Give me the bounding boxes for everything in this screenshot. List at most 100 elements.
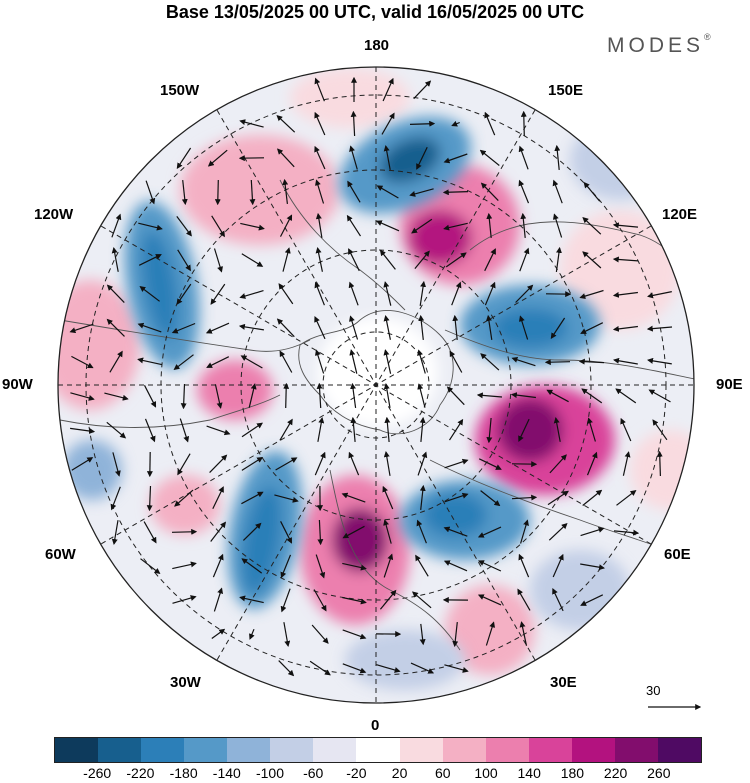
wind-vector: [552, 179, 563, 204]
wind-vector: [581, 388, 603, 404]
wind-vector: [144, 418, 156, 443]
lon-label-90w: 90W: [2, 376, 33, 393]
wind-vector: [211, 628, 226, 639]
wind-vector: [484, 111, 496, 136]
wind-vector: [239, 595, 264, 604]
wind-vector: [206, 356, 230, 368]
wind-vector: [416, 519, 427, 544]
wind-vector: [580, 526, 605, 537]
wind-vector: [419, 416, 426, 442]
wind-vector: [612, 222, 639, 229]
reference-vector-label: 30: [646, 683, 661, 698]
wind-vector: [410, 662, 435, 674]
wind-vector: [280, 521, 292, 544]
wind-vector: [416, 146, 428, 170]
wind-vector: [383, 553, 394, 578]
wind-vector: [177, 453, 191, 476]
colorbar-swatch: [98, 738, 142, 762]
wind-vector: [172, 595, 197, 604]
wind-vector: [145, 180, 156, 205]
wind-vector: [342, 525, 365, 539]
lon-label-120w: 120W: [34, 206, 74, 223]
wind-vector: [106, 318, 125, 337]
wind-vector: [444, 664, 469, 673]
wind-vector: [173, 354, 194, 371]
wind-vector: [143, 521, 157, 544]
anomaly-negative: [345, 630, 465, 690]
wind-vector: [383, 451, 391, 476]
wind-vector: [279, 350, 293, 373]
wind-vector: [612, 325, 638, 332]
wind-vector: [314, 281, 325, 306]
wind-vector: [546, 389, 569, 403]
anomaly-positive: [497, 398, 563, 462]
colorbar-swatch: [485, 738, 529, 762]
wind-vector: [443, 560, 468, 572]
wind-vector: [647, 291, 672, 299]
anomaly-positive: [58, 280, 140, 410]
wind-vector: [419, 280, 427, 306]
wind-vector: [350, 382, 357, 408]
anomaly-negative: [241, 485, 283, 595]
colorbar-swatch: [184, 738, 228, 762]
lon-label-30w: 30W: [170, 674, 201, 691]
wind-vector: [349, 349, 358, 374]
wind-vector: [139, 285, 160, 302]
colorbar-tick-label: 180: [560, 765, 585, 781]
wind-vector: [579, 289, 604, 299]
colorbar-swatch: [55, 738, 99, 762]
lon-label-150e: 150E: [548, 82, 584, 99]
colorbar-tick-label: 140: [517, 765, 541, 781]
wind-vector: [249, 179, 256, 206]
wind-vector: [552, 553, 564, 578]
wind-vector: [486, 417, 493, 444]
wind-vector: [179, 418, 190, 443]
wind-vector: [111, 213, 122, 238]
wind-vector: [580, 322, 604, 334]
wind-vector: [517, 588, 531, 611]
wind-vector: [384, 416, 391, 443]
wind-vector: [415, 554, 429, 577]
wind-vector: [314, 451, 326, 476]
wind-vector: [413, 80, 432, 100]
wind-vector: [279, 214, 293, 237]
wind-vector: [375, 220, 400, 232]
colorbar-swatch: [313, 738, 357, 762]
wind-vector: [552, 213, 563, 238]
wind-vector: [383, 519, 392, 544]
wind-vector: [206, 425, 231, 436]
wind-vector: [445, 252, 467, 268]
wind-vector: [342, 663, 367, 674]
wind-vector: [211, 215, 225, 238]
colorbar-swatch: [571, 738, 615, 762]
wind-vector: [311, 624, 329, 644]
wind-vector: [309, 660, 331, 676]
wind-vector: [348, 248, 360, 272]
wind-vector: [646, 325, 673, 332]
anomaly-negative: [379, 137, 441, 183]
wind-vector: [582, 489, 603, 506]
wind-vector: [382, 77, 394, 102]
wind-vector: [583, 181, 601, 202]
wind-vector: [448, 418, 464, 441]
wind-vector: [652, 419, 668, 441]
wind-vector: [418, 314, 425, 340]
wind-vector: [348, 451, 360, 476]
wind-vector: [111, 247, 119, 272]
colorbar-tick-label: 60: [435, 765, 451, 781]
wind-vector: [383, 349, 392, 374]
wind-vector: [110, 486, 121, 511]
wind-vector: [176, 283, 192, 305]
wind-vector: [417, 451, 428, 476]
wind-vector: [580, 594, 604, 606]
wind-vector: [480, 353, 500, 371]
anomaly-positive: [197, 360, 273, 420]
wind-vector: [520, 212, 527, 238]
wind-vector: [553, 417, 561, 442]
wind-vector: [317, 519, 324, 546]
wind-vector: [379, 249, 396, 270]
anomaly-positive: [560, 210, 680, 330]
wind-vector: [485, 621, 496, 646]
map-title: Base 13/05/2025 00 UTC, valid 16/05/2025…: [165, 2, 585, 22]
wind-vector: [174, 489, 194, 507]
